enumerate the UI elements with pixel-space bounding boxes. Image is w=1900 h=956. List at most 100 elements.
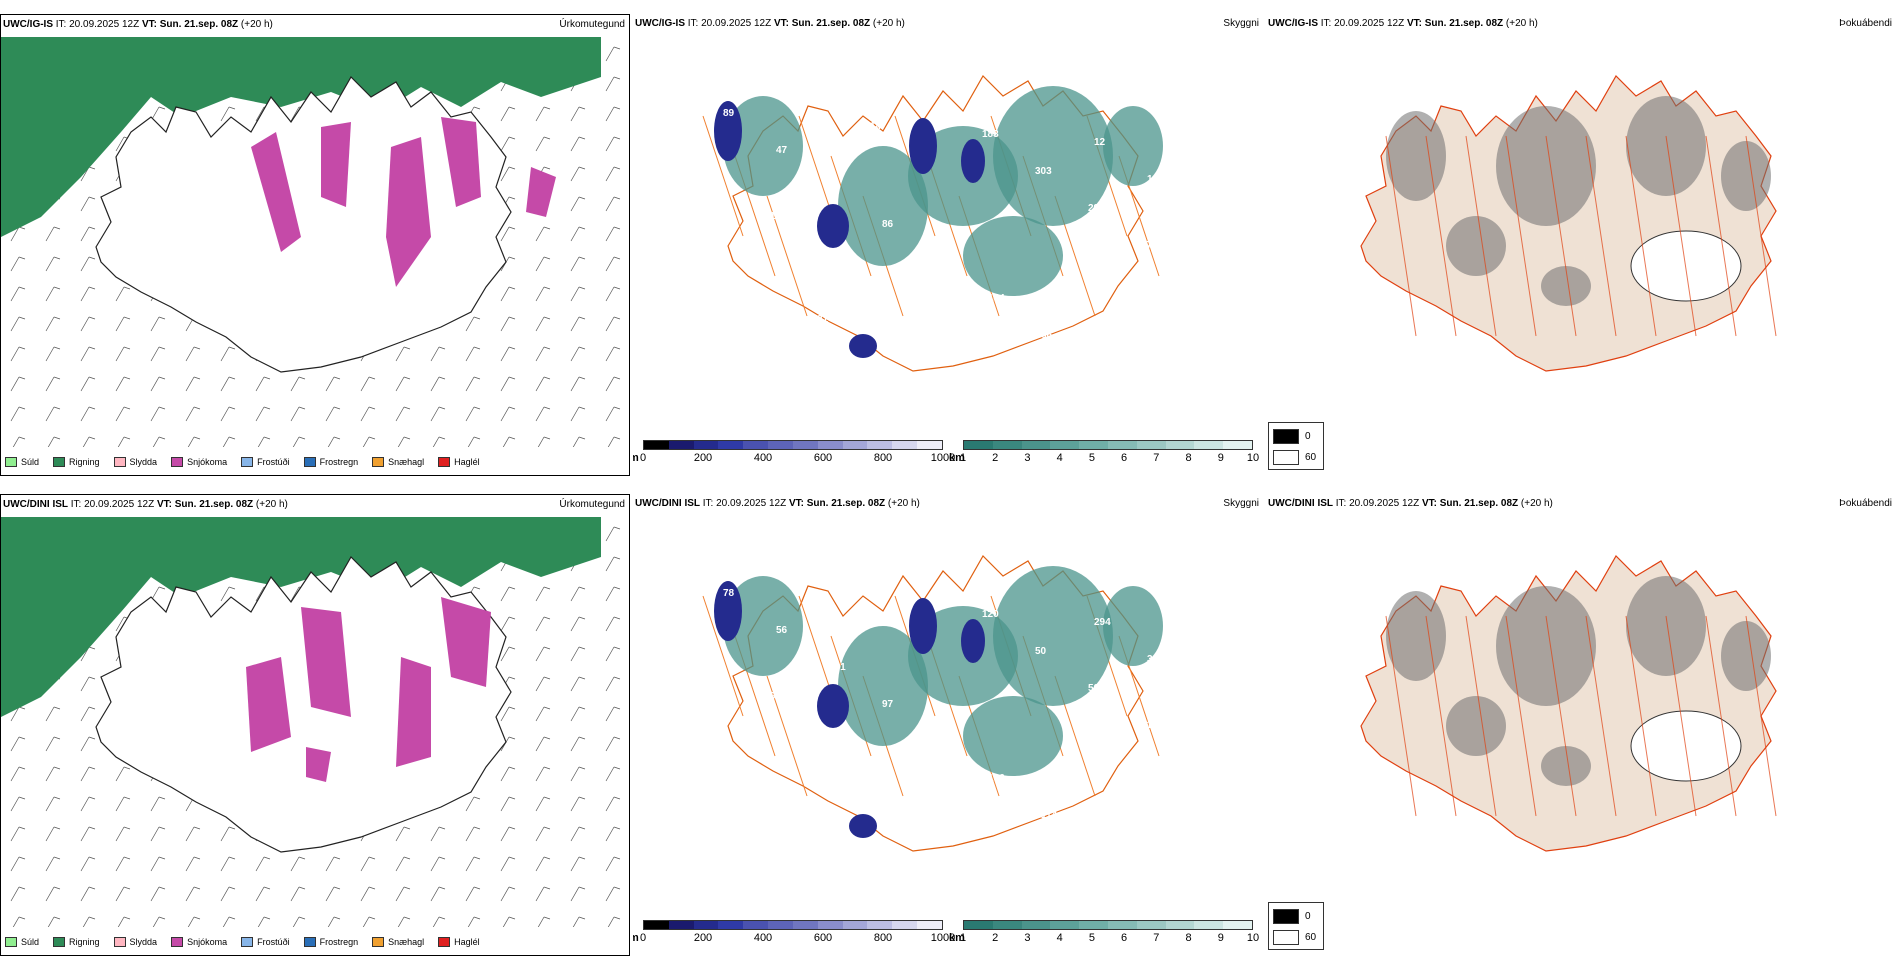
wind-barb [12,916,26,927]
legend-label: Slydda [129,937,158,947]
iceland-outline [95,556,512,853]
ceiling-value-label: 60 [929,322,941,333]
colorbar-ticks: 1 2 3 4 5 6 7 8 9 10 [960,932,1259,946]
wind-barb [535,586,551,602]
legend-swatch [241,457,254,467]
wind-barb [395,376,411,392]
legend-item: Snæhagl [372,457,424,467]
colorbar-tick: 6 [1121,932,1128,944]
wind-barb [467,436,481,447]
colorbar-tick: 200 [693,452,713,464]
wind-barb [220,886,236,902]
colorbar-step [842,441,868,449]
visibility-area [1103,586,1163,666]
wind-barb [185,826,201,842]
wind-barb [290,856,306,872]
legend-swatch [53,457,66,467]
panel-header: UWC/DINI ISL IT: 20.09.2025 12Z VT: Sun.… [1268,498,1892,514]
wind-barb [150,826,166,842]
legend-item: Snjókoma [171,937,227,947]
fog-area [1721,141,1771,211]
road-line [1385,615,1417,817]
wind-barb [10,856,26,872]
wind-barb [535,856,551,872]
ceiling-value-label: 21 [817,314,829,325]
colorbar-unit: km [949,452,965,464]
legend-label: Snjókoma [187,937,228,947]
legend-label: Frostregn [319,457,359,467]
valid-time-label: VT: [773,18,789,29]
wind-barb [535,376,551,392]
fog-area [1386,111,1446,201]
road-line [1705,135,1737,337]
ceiling-value-label: 22 [823,248,835,259]
wind-barb [45,736,61,752]
visibility-area [963,216,1063,296]
fog-legend: 0 60 [1268,422,1324,470]
road-line [766,675,808,797]
precip-type-map [1,517,621,927]
low-ceiling-area [849,814,877,838]
colorbar-step [792,921,818,929]
legend-item: Rigning [53,457,100,467]
wind-barb [535,616,551,632]
wind-barb [465,346,481,362]
wind-barb [570,316,586,332]
ceiling-value-label: 201 [829,662,846,673]
wind-barb [185,376,201,392]
legend-item: Snjókoma [171,457,227,467]
wind-barb [397,916,411,927]
wind-barb [605,106,621,122]
colorbar-step [1079,921,1108,929]
colorbar-tick: 8 [1185,452,1192,464]
wind-barb [45,346,61,362]
colorbar-ticks: 0 200 400 600 800 1000 [640,932,955,946]
ceiling-value-label: 12 [1094,137,1106,148]
colorbar-unit: m [633,452,639,464]
valid-time-label: VT: [1406,18,1422,29]
colorbar-step [1165,441,1195,449]
legend-swatch [1273,930,1299,945]
wind-barb [465,886,481,902]
ceiling-value-label: 947 [770,691,787,702]
wind-barb [45,796,61,812]
low-ceiling-area [961,139,985,183]
road-line [1465,135,1497,337]
wind-barb [605,136,621,152]
wind-barb [395,826,411,842]
wind-barb [10,796,26,812]
wind-barb [82,916,96,927]
legend-item: Slydda [113,937,158,947]
wind-barb [325,406,341,422]
wind-barb [150,886,166,902]
wind-barb [500,706,516,722]
road-line [1545,615,1577,817]
wind-barb [535,286,551,302]
legend-swatch [5,457,17,467]
colorbar-step [1050,441,1080,449]
wind-barb [152,916,166,927]
ceiling-value-label: 300 [1147,654,1164,665]
visibility-area [993,566,1113,706]
legend-swatch [372,457,385,467]
legend-label: Snæhagl [388,457,425,467]
panel-header: UWC/IG-IS IT: 20.09.2025 12Z VT: Sun. 21… [635,18,1259,34]
wind-barb [605,76,621,92]
wind-barb [47,436,61,447]
colorbar-step [1021,441,1051,449]
legend-swatch [113,937,126,947]
colorbar-step [644,441,669,449]
wind-barb [535,706,551,722]
legend-item: Frostúði [241,457,290,467]
wind-barb [605,766,621,782]
legend-label: Frostregn [319,937,359,947]
wind-barb [45,406,61,422]
colorbar-tick: 9 [1217,932,1224,944]
snow-area [441,117,481,207]
legend-swatch [171,457,184,467]
colorbar-step [817,921,843,929]
wind-barb [220,406,236,422]
wind-barb [257,916,271,927]
wind-barb [10,886,26,902]
colorbar-tick: 10 [1246,932,1260,944]
